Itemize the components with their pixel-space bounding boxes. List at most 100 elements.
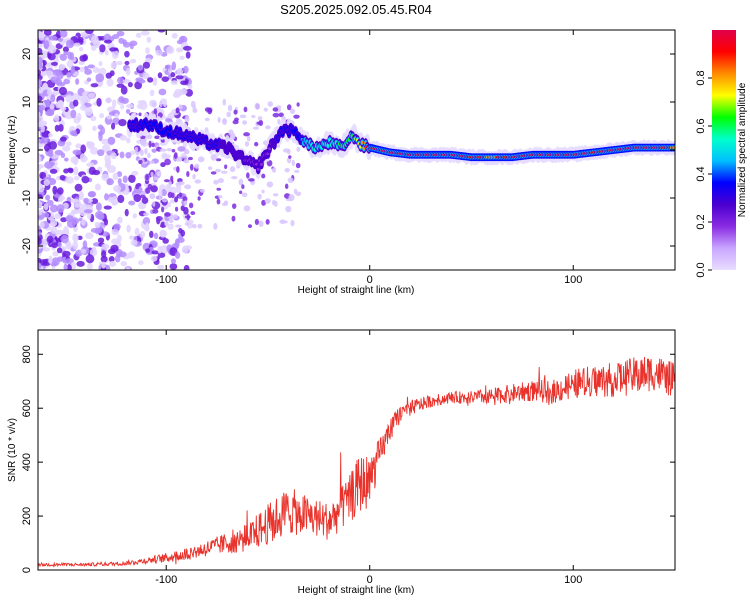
spectrogram-noise-blob <box>137 64 144 71</box>
spectrogram-noise-blob <box>76 112 82 122</box>
spectrogram-noise-blob <box>83 209 93 214</box>
spectrogram-noise-blob <box>104 193 109 201</box>
spectrogram-noise-blob <box>263 107 268 112</box>
spectrogram-noise-blob <box>167 223 174 230</box>
spectrogram-noise-blob <box>210 171 217 175</box>
spectrogram-noise-blob <box>145 248 151 253</box>
spectrogram-noise-blob <box>124 60 130 66</box>
spectrogram-noise-blob <box>79 46 84 52</box>
y-tick-label: 200 <box>21 507 33 525</box>
colorbar: 0.0 0.2 0.4 0.6 0.8 Normalized spectral ampl… <box>695 30 748 278</box>
spectrogram-noise-blob <box>70 198 79 204</box>
spectrogram-noise-blob <box>46 235 54 244</box>
spectrogram-noise-blob <box>63 225 69 235</box>
spectrogram-noise-blob <box>217 178 224 184</box>
spectrogram-noise-blob <box>49 204 59 213</box>
spectrogram-noise-blob <box>134 81 143 90</box>
spectrogram-noise-blob <box>80 144 87 154</box>
spectrogram-noise-blob <box>151 142 155 148</box>
spectrogram-noise-blob <box>38 185 45 193</box>
spectrogram-noise-blob <box>111 122 116 130</box>
spectrogram-noise-blob <box>57 197 64 203</box>
spectrogram-noise-blob <box>38 31 45 41</box>
spectrogram-noise-blob <box>261 173 266 179</box>
spectrogram-noise-blob <box>168 218 174 224</box>
spectrogram-noise-blob <box>162 238 169 244</box>
spectrogram-noise-blob <box>281 220 288 224</box>
spectrogram-noise-blob <box>164 64 171 70</box>
spectrogram-noise-blob <box>90 115 97 122</box>
spectrogram-noise-blob <box>238 178 244 186</box>
spectrogram-noise-blob <box>111 200 117 206</box>
spectrogram-noise-blob <box>157 252 166 258</box>
spectrogram-noise-blob <box>122 175 128 183</box>
spectrogram-noise-blob <box>82 240 88 250</box>
spectrogram-noise-blob <box>258 220 264 228</box>
spectrogram-noise-blob <box>79 153 86 162</box>
spectrogram-noise-blob <box>40 71 46 77</box>
spectrogram-noise-blob <box>43 40 50 49</box>
spectrogram-noise-blob <box>59 30 68 38</box>
y-tick-label: 0 <box>21 147 33 153</box>
figure-title: S205.2025.092.05.45.R04 <box>280 2 432 17</box>
spectrogram-noise-blob <box>171 149 176 153</box>
spectrogram-noise-blob <box>65 215 74 223</box>
spectrogram-noise-blob <box>38 259 48 266</box>
spectrogram-noise-blob <box>271 199 276 206</box>
spectrogram-noise-blob <box>120 85 128 95</box>
spectrogram-noise-blob <box>48 255 53 264</box>
spectrogram-noise-blob <box>275 105 282 109</box>
spectrogram-noise-blob <box>150 255 158 262</box>
spectrogram-noise-blob <box>229 166 236 173</box>
spectrogram-noise-blob <box>178 228 183 234</box>
spectrogram-noise-blob <box>167 191 173 199</box>
spectrogram-noise-blob <box>96 97 102 107</box>
spectrogram-noise-blob <box>194 163 200 169</box>
spectrogram-noise-blob <box>63 78 71 85</box>
spectrogram-noise-blob <box>52 185 58 195</box>
spectrogram-noise-blob <box>159 148 167 152</box>
spectrogram-noise-blob <box>116 83 125 88</box>
spectrogram-noise-blob <box>38 153 41 163</box>
spectrogram-noise-blob <box>97 237 105 244</box>
spectrogram-noise-blob <box>38 56 43 65</box>
spectrogram-noise-blob <box>145 174 149 181</box>
spectrogram-noise-blob <box>176 186 182 194</box>
spectrogram-noise-blob <box>139 149 144 157</box>
spectrogram-noise-blob <box>197 223 203 229</box>
spectrogram-noise-blob <box>174 240 180 249</box>
spectrogram-noise-blob <box>221 202 229 207</box>
spectrogram-noise-blob <box>57 99 64 108</box>
spectrogram-noise-blob <box>285 205 292 213</box>
spectrogram-noise-blob <box>185 51 191 59</box>
spectrogram-noise-blob <box>38 43 44 48</box>
spectrogram-noise-blob <box>207 166 213 171</box>
spectrogram-noise-blob <box>180 205 185 212</box>
spectrogram-noise-blob <box>111 50 119 59</box>
spectrogram-noise-blob <box>48 35 58 41</box>
spectrogram-noise-blob <box>73 42 81 47</box>
spectrogram-noise-blob <box>243 106 248 113</box>
spectrogram-noise-blob <box>105 97 112 104</box>
spectrogram-noise-blob <box>152 77 158 86</box>
spectrogram-noise-blob <box>116 234 122 243</box>
spectrogram-noise-blob <box>251 114 256 119</box>
snr-x-label: Height of straight line (km) <box>298 585 415 596</box>
spectrogram-noise-blob <box>111 99 117 108</box>
spectrogram-noise-blob <box>71 93 80 102</box>
spectrogram-noise-blob <box>138 260 144 266</box>
spectrogram-noise-blob <box>158 88 167 96</box>
spectrogram-noise-blob <box>150 171 154 177</box>
spectrogram-noise-blob <box>54 212 61 220</box>
spectrogram-noise-blob <box>70 261 76 270</box>
spectrogram-noise-blob <box>62 250 71 257</box>
spectrogram-noise-blob <box>72 149 82 156</box>
spectrogram-noise-blob <box>86 162 95 168</box>
spectrogram-noise-blob <box>272 193 279 197</box>
spectrogram-noise-blob <box>133 193 142 203</box>
spectrogram-noise-blob <box>158 195 162 201</box>
snr-panel: -100 0 100 0 200 400 600 800 Height of straigh… <box>7 329 676 596</box>
spectrogram-noise-blob <box>49 168 58 174</box>
spectrogram-noise-blob <box>45 110 55 117</box>
ridge-core <box>204 137 208 141</box>
